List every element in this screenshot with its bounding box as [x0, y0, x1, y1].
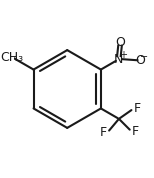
Text: F: F	[134, 102, 141, 115]
Text: +: +	[119, 50, 127, 60]
Text: N: N	[114, 53, 124, 66]
Text: F: F	[100, 126, 107, 139]
Text: CH₃: CH₃	[0, 51, 23, 64]
Text: F: F	[132, 125, 139, 138]
Text: −: −	[140, 52, 148, 62]
Text: O: O	[115, 36, 125, 49]
Text: O: O	[136, 54, 145, 67]
